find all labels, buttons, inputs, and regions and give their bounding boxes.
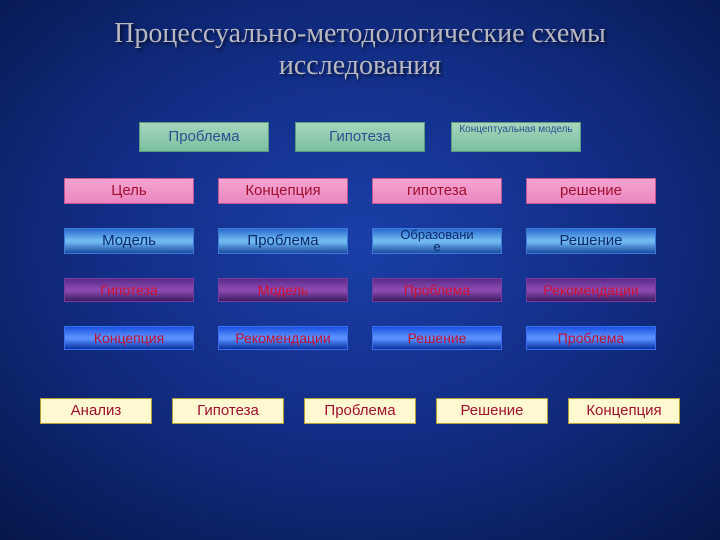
- box-0-0: Проблема: [139, 122, 269, 152]
- box-2-0: Модель: [64, 228, 194, 254]
- row-3: Гипотеза Модель Проблема Рекомендации: [0, 278, 720, 302]
- box-5-4: Концепция: [568, 398, 680, 424]
- title-line1: Процессуально-методологические схемы: [114, 18, 606, 49]
- title-line2: исследования: [279, 50, 441, 81]
- box-4-2: Решение: [372, 326, 502, 350]
- box-5-3: Решение: [436, 398, 548, 424]
- box-4-1: Рекомендации: [218, 326, 348, 350]
- box-3-1: Модель: [218, 278, 348, 302]
- box-4-3: Проблема: [526, 326, 656, 350]
- box-1-2: гипотеза: [372, 178, 502, 204]
- row-5: Анализ Гипотеза Проблема Решение Концепция: [0, 398, 720, 424]
- box-0-2: Концептуальная модель: [451, 122, 581, 152]
- page-title: Процессуально-методологические схемы исс…: [0, 18, 720, 82]
- box-5-2: Проблема: [304, 398, 416, 424]
- box-5-0: Анализ: [40, 398, 152, 424]
- box-2-3: Решение: [526, 228, 656, 254]
- box-1-0: Цель: [64, 178, 194, 204]
- box-1-1: Концепция: [218, 178, 348, 204]
- row-2: Модель Проблема Образовани е Решение: [0, 228, 720, 254]
- box-2-1: Проблема: [218, 228, 348, 254]
- box-0-1: Гипотеза: [295, 122, 425, 152]
- row-1: Цель Концепция гипотеза решение: [0, 178, 720, 204]
- box-5-1: Гипотеза: [172, 398, 284, 424]
- row-4: Концепция Рекомендации Решение Проблема: [0, 326, 720, 350]
- box-4-0: Концепция: [64, 326, 194, 350]
- box-3-0: Гипотеза: [64, 278, 194, 302]
- box-3-2: Проблема: [372, 278, 502, 302]
- box-3-3: Рекомендации: [526, 278, 656, 302]
- box-2-2: Образовани е: [372, 228, 502, 254]
- row-0: Проблема Гипотеза Концептуальная модель: [0, 122, 720, 152]
- stage: Процессуально-методологические схемы исс…: [0, 0, 720, 540]
- box-1-3: решение: [526, 178, 656, 204]
